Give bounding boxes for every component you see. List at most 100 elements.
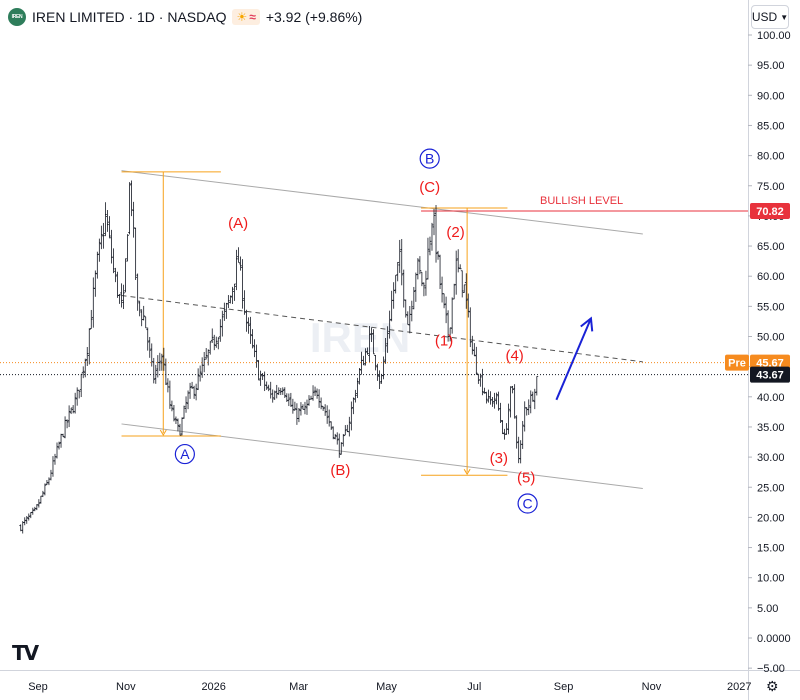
candle (297, 407, 301, 423)
candle (128, 182, 131, 235)
candle (454, 250, 458, 295)
candle (228, 295, 232, 304)
watermark: IREN (310, 314, 410, 361)
candle (249, 316, 252, 344)
approx-icon: ≈ (249, 10, 256, 24)
candle (311, 385, 315, 401)
candle (396, 261, 400, 282)
candle (23, 517, 27, 526)
candle (255, 344, 258, 368)
chart-header: IREN IREN LIMITED · 1D · NASDAQ ☀ ≈ +3.9… (8, 6, 363, 28)
candle (509, 386, 513, 418)
candle (372, 329, 375, 355)
candle (444, 296, 448, 324)
wave-label: (3) (490, 450, 508, 467)
candle (275, 384, 279, 399)
candle (470, 335, 474, 355)
x-tick-label: 2026 (201, 681, 225, 693)
bullish-level-tag-bg (750, 202, 790, 219)
candle (106, 210, 109, 232)
candle (162, 347, 166, 371)
candle (511, 385, 515, 394)
bullish-level-tag-text: 70.82 (756, 206, 784, 218)
wave-label: (5) (517, 469, 535, 486)
candle (180, 417, 184, 436)
symbol-title[interactable]: IREN LIMITED · 1D · NASDAQ (32, 9, 227, 25)
candle (420, 271, 424, 287)
chevron-down-icon: ▼ (780, 12, 789, 22)
candle (154, 364, 158, 384)
y-tick-label: 0.0000 (757, 633, 791, 645)
candle (43, 483, 47, 496)
candle (424, 270, 428, 296)
candle (245, 309, 248, 332)
y-tick-label: 95.00 (757, 60, 785, 72)
candle (79, 373, 83, 398)
candle (210, 328, 214, 343)
candle (513, 384, 517, 419)
x-tick-label: Sep (554, 681, 574, 693)
candle (368, 326, 371, 363)
candle (243, 290, 246, 315)
circled-wave-marker (419, 148, 440, 169)
candle (235, 249, 238, 291)
y-tick-label: 90.00 (757, 90, 785, 102)
candle (97, 238, 101, 262)
candle (164, 358, 168, 385)
pre-market-badge-bg (725, 354, 749, 371)
candle (333, 433, 337, 440)
candle (364, 348, 367, 366)
candle (291, 398, 295, 414)
circled-wave-label: B (425, 151, 434, 167)
circled-wave-label: A (180, 446, 190, 462)
candle (247, 317, 250, 334)
candle (81, 366, 85, 379)
candle (478, 373, 482, 387)
candle (126, 234, 129, 262)
candle (283, 387, 287, 398)
candle (152, 357, 156, 384)
candle (523, 401, 527, 432)
currency-selector[interactable]: USD ▼ (751, 5, 789, 29)
candle (472, 343, 476, 357)
candle (358, 367, 361, 385)
candle (132, 201, 136, 238)
symbol-logo[interactable]: IREN (8, 8, 26, 26)
wave-label: (A) (228, 215, 248, 232)
candle (114, 267, 117, 283)
candle (220, 310, 224, 337)
candles-group (19, 180, 539, 534)
candle (462, 284, 466, 293)
currency-label: USD (751, 10, 778, 24)
candle (529, 390, 533, 414)
candle (299, 402, 303, 416)
session-badge[interactable]: ☀ ≈ (232, 9, 260, 25)
candle (378, 370, 381, 390)
candle (374, 354, 377, 371)
candle (400, 239, 404, 286)
candle (507, 403, 510, 435)
candle (263, 371, 267, 392)
y-tick-label: 75.00 (757, 181, 785, 193)
candle (144, 316, 148, 329)
candle (89, 309, 93, 329)
gear-icon[interactable]: ⚙ (766, 678, 779, 694)
candle (69, 407, 73, 415)
candle (521, 420, 525, 449)
candle (91, 277, 95, 328)
candle (67, 405, 71, 428)
candle (438, 254, 442, 290)
y-tick-label: 40.00 (757, 392, 785, 404)
candle (355, 377, 359, 399)
middle-channel-line (121, 295, 643, 363)
tradingview-logo[interactable]: TV (12, 641, 39, 665)
candle (277, 387, 281, 395)
bullish-level-label: BULLISH LEVEL (540, 195, 623, 207)
candle (241, 259, 244, 309)
candle (101, 222, 105, 249)
candle (188, 382, 192, 399)
candle (108, 216, 111, 239)
candle (337, 433, 341, 458)
candle (317, 389, 321, 408)
